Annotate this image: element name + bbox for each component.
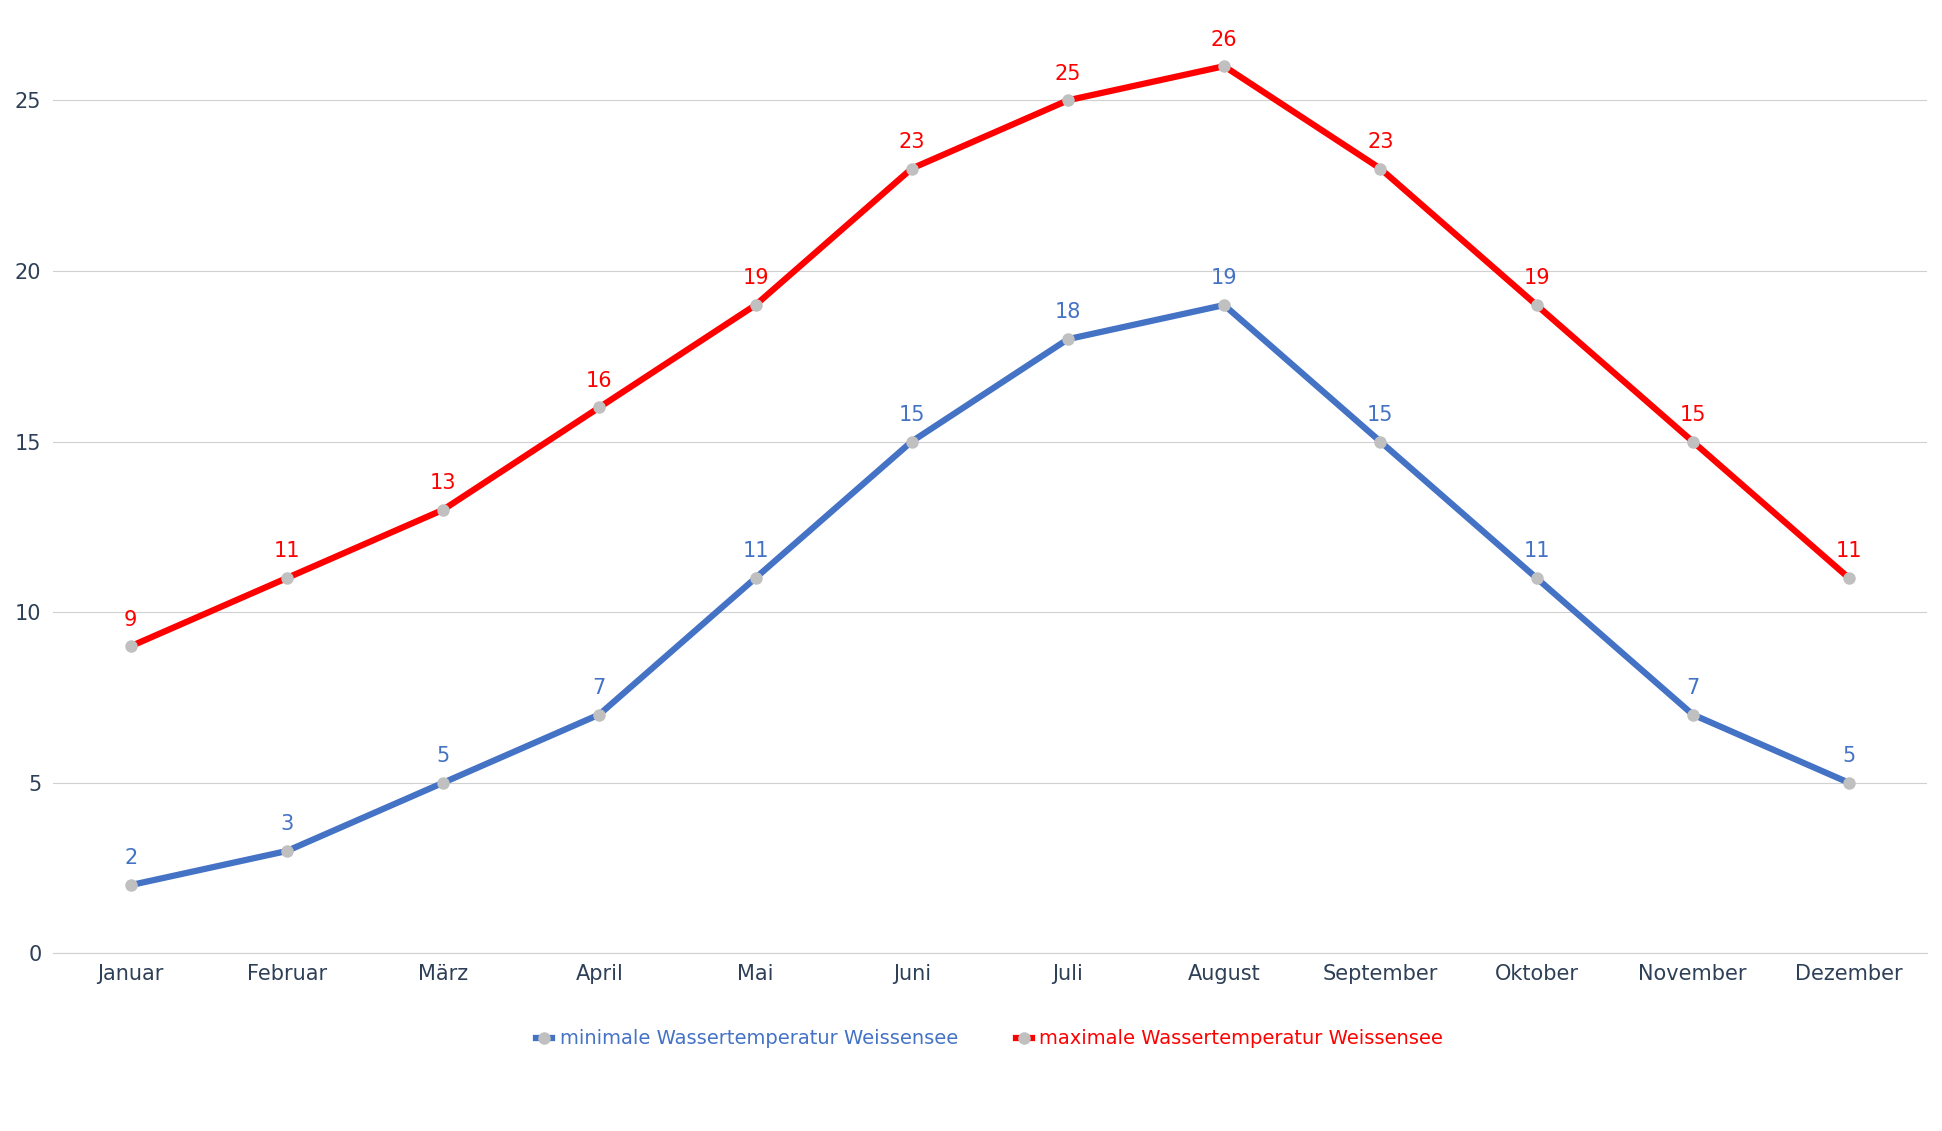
Text: 25: 25 <box>1055 63 1082 84</box>
Text: 18: 18 <box>1055 302 1082 322</box>
Text: 19: 19 <box>1210 268 1237 288</box>
Text: 15: 15 <box>1680 405 1705 425</box>
Text: 13: 13 <box>429 473 456 493</box>
Text: 3: 3 <box>280 814 293 835</box>
Text: 19: 19 <box>1523 268 1550 288</box>
minimale Wassertemperatur Weissensee <box>1056 333 1080 346</box>
Text: 7: 7 <box>592 677 606 698</box>
Text: 5: 5 <box>1843 746 1855 766</box>
minimale Wassertemperatur Weissensee <box>899 434 922 448</box>
maximale Wassertemperatur Weissensee <box>744 299 767 312</box>
maximale Wassertemperatur Weissensee <box>588 400 612 414</box>
Text: 11: 11 <box>742 542 769 561</box>
minimale Wassertemperatur Weissensee <box>1682 708 1705 722</box>
Text: 15: 15 <box>1367 405 1394 425</box>
Line: minimale Wassertemperatur Weissensee: minimale Wassertemperatur Weissensee <box>124 300 1855 891</box>
maximale Wassertemperatur Weissensee <box>899 162 922 175</box>
Text: 7: 7 <box>1686 677 1699 698</box>
Text: 9: 9 <box>124 610 138 630</box>
Text: 5: 5 <box>437 746 451 766</box>
maximale Wassertemperatur Weissensee <box>1837 571 1860 585</box>
maximale Wassertemperatur Weissensee <box>1369 162 1392 175</box>
Text: 11: 11 <box>274 542 301 561</box>
Text: 23: 23 <box>1367 132 1394 152</box>
maximale Wassertemperatur Weissensee <box>1682 434 1705 448</box>
Text: 26: 26 <box>1210 29 1237 50</box>
maximale Wassertemperatur Weissensee <box>276 571 299 585</box>
minimale Wassertemperatur Weissensee <box>431 776 454 789</box>
Legend: minimale Wassertemperatur Weissensee, maximale Wassertemperatur Weissensee: minimale Wassertemperatur Weissensee, ma… <box>528 1021 1451 1056</box>
Text: 11: 11 <box>1523 542 1550 561</box>
maximale Wassertemperatur Weissensee <box>1212 60 1235 74</box>
minimale Wassertemperatur Weissensee <box>118 879 142 892</box>
Text: 19: 19 <box>742 268 769 288</box>
maximale Wassertemperatur Weissensee <box>431 503 454 517</box>
minimale Wassertemperatur Weissensee <box>744 571 767 585</box>
Text: 23: 23 <box>899 132 924 152</box>
maximale Wassertemperatur Weissensee <box>118 639 142 653</box>
Text: 16: 16 <box>586 371 612 390</box>
Line: maximale Wassertemperatur Weissensee: maximale Wassertemperatur Weissensee <box>124 61 1855 651</box>
maximale Wassertemperatur Weissensee <box>1524 299 1548 312</box>
minimale Wassertemperatur Weissensee <box>276 844 299 857</box>
minimale Wassertemperatur Weissensee <box>1524 571 1548 585</box>
minimale Wassertemperatur Weissensee <box>1212 299 1235 312</box>
Text: 11: 11 <box>1835 542 1862 561</box>
minimale Wassertemperatur Weissensee <box>1837 776 1860 789</box>
maximale Wassertemperatur Weissensee <box>1056 94 1080 107</box>
Text: 2: 2 <box>124 848 138 869</box>
minimale Wassertemperatur Weissensee <box>588 708 612 722</box>
minimale Wassertemperatur Weissensee <box>1369 434 1392 448</box>
Text: 15: 15 <box>899 405 924 425</box>
